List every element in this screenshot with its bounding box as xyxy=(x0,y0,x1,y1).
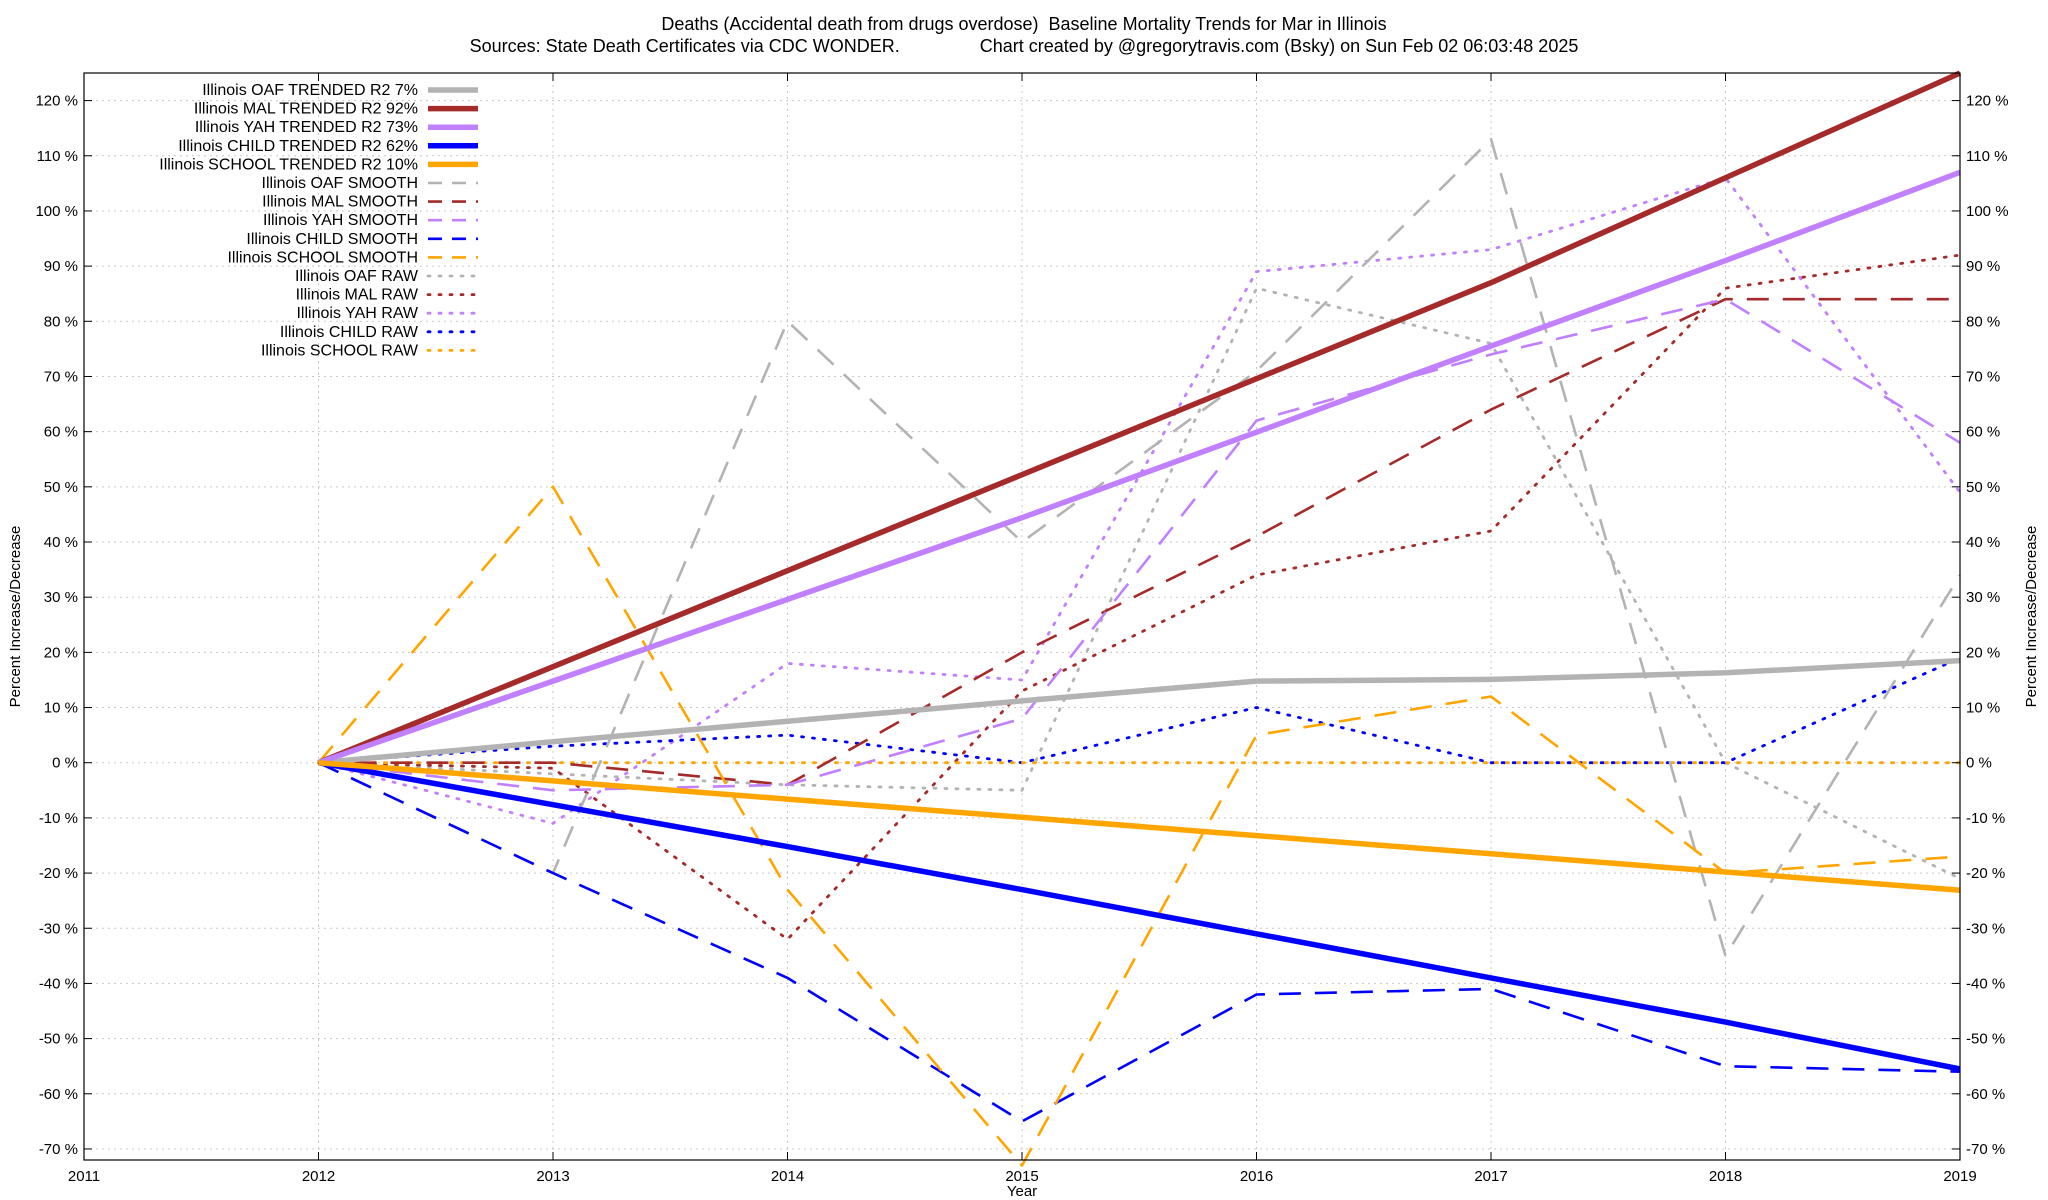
y2-tick-label: 80 % xyxy=(1966,313,2000,330)
series-line-illinois-child-raw xyxy=(317,656,1962,765)
y-tick-label: -60 % xyxy=(39,1086,78,1103)
series-line-illinois-child-smooth xyxy=(317,761,1961,1123)
legend-entry-label: Illinois YAH TRENDED R2 73% xyxy=(195,119,418,136)
x-tick-label: 2017 xyxy=(1474,1168,1507,1185)
y2-tick-label: 20 % xyxy=(1966,644,2000,661)
y-tick-label: -10 % xyxy=(39,810,78,827)
series-line-illinois-mal-trended-r2-92 xyxy=(317,70,1962,766)
y-tick-label: 90 % xyxy=(44,258,78,275)
y2-tick-label: 50 % xyxy=(1966,479,2000,496)
y-tick-label: -50 % xyxy=(39,1031,78,1048)
series-line-illinois-mal-smooth xyxy=(318,297,1960,787)
series-line-illinois-oaf-trended-r2-7 xyxy=(318,657,1961,766)
y2-tick-label: 90 % xyxy=(1966,258,2000,275)
axis-ticks: -70 % -70 % -60 % -60 % -50 % -50 % -40 % -40 %… xyxy=(35,73,2009,1185)
y2-tick-label: 120 % xyxy=(1966,93,2009,110)
series-line-illinois-school-smooth xyxy=(317,485,1961,1167)
y-tick-label: 10 % xyxy=(44,700,78,717)
y-tick-label: 70 % xyxy=(44,368,78,385)
series-line-illinois-yah-smooth xyxy=(318,297,1961,792)
legend-entry-label: Illinois OAF TRENDED R2 7% xyxy=(202,82,418,99)
series-line-illinois-oaf-smooth xyxy=(317,137,1962,958)
series-line-illinois-oaf-raw xyxy=(317,286,1962,880)
y-tick-label: 50 % xyxy=(44,479,78,496)
legend-entry-label: Illinois MAL TRENDED R2 92% xyxy=(194,101,418,118)
y2-tick-label: 0 % xyxy=(1966,755,1992,772)
legend-entry-label: Illinois SCHOOL SMOOTH xyxy=(227,249,418,266)
y-tick-label: 80 % xyxy=(44,313,78,330)
x-tick-label: 2016 xyxy=(1240,1168,1273,1185)
y-tick-label: -70 % xyxy=(39,1141,78,1158)
chart-subtitle: Sources: State Death Certificates via CD… xyxy=(469,36,1579,56)
x-tick-label: 2018 xyxy=(1709,1168,1742,1185)
chart-title: Deaths (Accidental death from drugs over… xyxy=(661,14,1387,34)
legend-entry-label: Illinois CHILD SMOOTH xyxy=(246,231,418,248)
y-tick-label: -30 % xyxy=(39,920,78,937)
y-axis-label: Percent Increase/Decrease xyxy=(7,526,24,708)
x-tick-label: 2015 xyxy=(1005,1168,1038,1185)
y2-tick-label: 110 % xyxy=(1966,148,2007,165)
y-tick-label: 20 % xyxy=(44,644,78,661)
legend-entry-label: Illinois YAH SMOOTH xyxy=(263,212,418,229)
legend-entry-label: Illinois MAL SMOOTH xyxy=(262,194,418,211)
legend-entry-label: Illinois YAH RAW xyxy=(296,305,418,322)
x-tick-label: 2011 xyxy=(68,1168,100,1185)
y-tick-label: -20 % xyxy=(39,865,78,882)
series-line-illinois-school-trended-r2-10 xyxy=(318,759,1961,893)
legend: Illinois OAF TRENDED R2 7% Illinois MAL T… xyxy=(159,82,480,359)
y-tick-label: 100 % xyxy=(35,203,78,220)
legend-entry-label: Illinois OAF SMOOTH xyxy=(262,175,418,192)
y2-tick-label: -70 % xyxy=(1966,1141,2005,1158)
series-layer xyxy=(317,70,1962,1167)
y2-tick-label: 10 % xyxy=(1966,700,2000,717)
y-tick-label: 120 % xyxy=(35,93,78,110)
legend-entry-label: Illinois CHILD RAW xyxy=(280,324,419,341)
y2-tick-label: 40 % xyxy=(1966,534,2000,551)
y2-tick-label: -20 % xyxy=(1966,865,2005,882)
y-tick-label: 0 % xyxy=(52,755,78,772)
x-tick-label: 2013 xyxy=(536,1168,569,1185)
legend-entry-label: Illinois MAL RAW xyxy=(296,287,419,304)
x-tick-label: 2012 xyxy=(302,1168,335,1185)
legend-entry-label: Illinois SCHOOL TRENDED R2 10% xyxy=(159,156,418,173)
y2-axis-label: Percent Increase/Decrease xyxy=(2023,526,2040,708)
legend-entry-label: Illinois SCHOOL RAW xyxy=(261,342,419,359)
y-tick-label: 60 % xyxy=(44,424,78,441)
y-tick-label: 40 % xyxy=(44,534,78,551)
y2-tick-label: -30 % xyxy=(1966,920,2005,937)
y2-tick-label: 70 % xyxy=(1966,368,2000,385)
series-line-illinois-yah-trended-r2-73 xyxy=(317,169,1961,766)
y-tick-label: -40 % xyxy=(39,975,78,992)
y-tick-label: 110 % xyxy=(37,148,78,165)
y2-tick-label: 100 % xyxy=(1966,203,2009,220)
x-tick-label: 2019 xyxy=(1943,1168,1976,1185)
legend-entry-label: Illinois CHILD TRENDED R2 62% xyxy=(178,138,418,155)
y2-tick-label: -40 % xyxy=(1966,975,2005,992)
y2-tick-label: 30 % xyxy=(1966,589,2000,606)
y2-tick-label: -10 % xyxy=(1966,810,2005,827)
x-axis-label: Year xyxy=(1007,1183,1037,1200)
y2-tick-label: 60 % xyxy=(1966,424,2000,441)
y-tick-label: 30 % xyxy=(44,589,78,606)
series-line-illinois-yah-raw xyxy=(317,176,1962,825)
y2-tick-label: -50 % xyxy=(1966,1031,2005,1048)
x-tick-label: 2014 xyxy=(771,1168,804,1185)
y2-tick-label: -60 % xyxy=(1966,1086,2005,1103)
series-line-illinois-child-trended-r2-62 xyxy=(318,759,1961,1072)
legend-entry-label: Illinois OAF RAW xyxy=(295,268,419,285)
